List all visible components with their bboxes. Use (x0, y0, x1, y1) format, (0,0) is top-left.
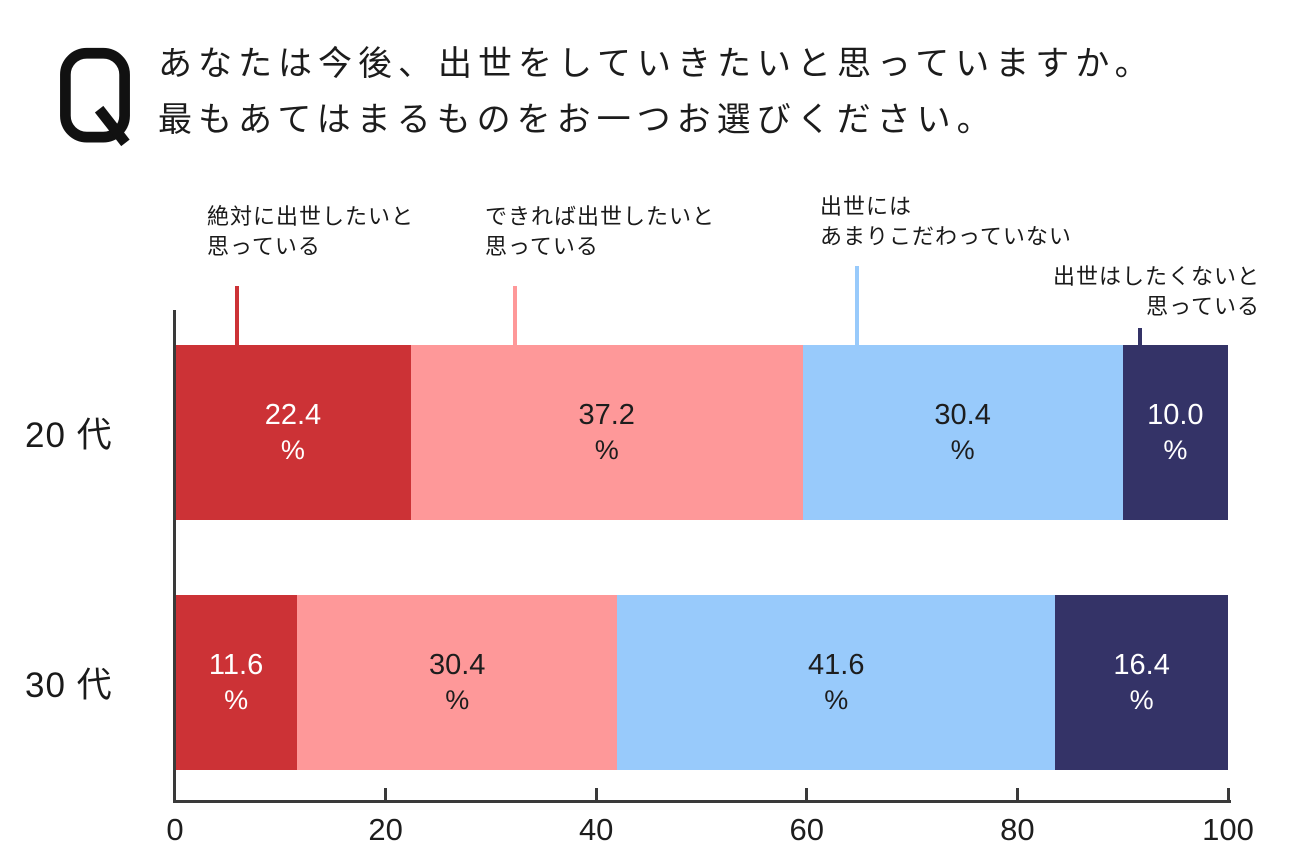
bar-segment: 10.0% (1122, 345, 1228, 520)
bar-row: 22.4% 37.2% 30.4% 10.0% (175, 345, 1228, 520)
series-label-indifferent: 出世には あまりこだわっていない (820, 194, 1072, 249)
x-axis-tick-label: 20 (368, 812, 403, 847)
leader-line (513, 286, 517, 345)
series-label-do-not-want: 出世はしたくないと 思っている (1052, 264, 1260, 319)
leader-line (235, 286, 239, 345)
y-axis-line (173, 310, 176, 802)
x-axis-tick (805, 788, 809, 800)
x-axis-tick-label: 60 (789, 812, 825, 847)
segment-value-label: 22.4% (264, 398, 322, 465)
bar-segment: 11.6% (175, 595, 298, 770)
x-axis-tick-label: 80 (1000, 812, 1035, 847)
row-label-30s: 30 代 (25, 666, 113, 705)
x-axis-tick (594, 788, 598, 800)
bar-segment: 30.4% (297, 595, 618, 770)
bar-segment: 16.4% (1055, 595, 1228, 770)
x-axis-tick (1226, 788, 1230, 800)
series-label-if-possible: できれば出世したいと 思っている (485, 204, 716, 259)
row-label-20s: 20 代 (25, 416, 113, 455)
bar-row: 11.6% 30.4% 41.6% 16.4% (175, 595, 1228, 770)
stacked-bar-chart: 絶対に出世したいと 思っている できれば出世したいと 思っている 出世には あま… (0, 180, 1300, 853)
question-title: あなたは今後、出世をしていきたいと思っていますか。 最もあてはまるものをお一つお… (158, 36, 1155, 148)
segment-value-label: 30.4% (934, 398, 991, 465)
x-axis-line (173, 800, 1231, 803)
x-axis-tick (1015, 788, 1019, 800)
x-axis-tick-label: 0 (166, 812, 184, 847)
question-icon (58, 40, 132, 152)
question-title-line1: あなたは今後、出世をしていきたいと思っていますか。 (158, 45, 1155, 83)
x-axis-tick-label: 40 (578, 812, 614, 847)
segment-value-label: 10.0% (1147, 398, 1204, 465)
series-label-definitely: 絶対に出世したいと 思っている (207, 204, 415, 259)
x-axis-tick-label: 100 (1202, 812, 1254, 847)
segment-value-label: 41.6% (808, 648, 865, 715)
bar-segment: 22.4% (175, 345, 411, 520)
bar-segment: 30.4% (802, 345, 1123, 520)
leader-line (855, 266, 859, 345)
x-axis-tick (384, 788, 388, 800)
segment-value-label: 11.6% (208, 648, 264, 715)
bar-segment: 41.6% (617, 595, 1056, 770)
leader-line (1138, 328, 1142, 345)
segment-value-label: 37.2% (578, 398, 635, 465)
question-title-line2: 最もあてはまるものをお一つお選びください。 (158, 101, 997, 139)
segment-value-label: 30.4% (428, 648, 486, 715)
segment-value-label: 16.4% (1113, 648, 1170, 715)
bar-segment: 37.2% (410, 345, 803, 520)
